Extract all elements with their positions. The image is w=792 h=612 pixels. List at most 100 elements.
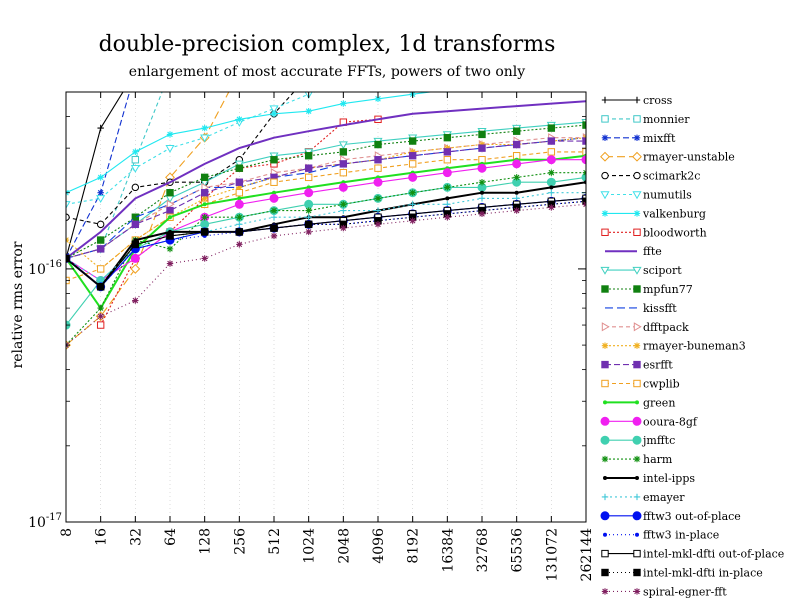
series-line — [66, 92, 124, 259]
data-point — [512, 159, 522, 169]
data-point — [547, 124, 556, 132]
data-point — [168, 215, 172, 220]
data-point — [408, 152, 417, 160]
legend-label: ffte — [643, 245, 662, 258]
x-tick-label: 16 — [94, 528, 110, 546]
data-point — [131, 220, 140, 229]
series-mixfft — [66, 92, 131, 262]
series-intel-mkl-dfti-in-place — [66, 197, 586, 291]
data-point — [130, 253, 140, 263]
data-point — [236, 116, 243, 123]
data-point — [304, 173, 313, 182]
legend-item: ooura-8gf — [600, 415, 698, 428]
series-numutils — [66, 92, 317, 209]
legend-marker — [632, 435, 642, 445]
data-point — [409, 189, 416, 196]
data-point — [374, 207, 382, 214]
data-point — [130, 164, 140, 173]
legend-marker — [633, 228, 641, 237]
data-point — [442, 168, 452, 178]
legend-marker — [633, 210, 641, 217]
legend-marker — [633, 455, 641, 463]
legend-label: harm — [643, 453, 673, 466]
data-point — [513, 207, 520, 214]
data-point — [269, 193, 279, 203]
data-point — [200, 228, 209, 236]
data-point — [339, 168, 348, 177]
series-line — [66, 181, 586, 289]
data-point — [166, 232, 174, 240]
legend-marker — [632, 266, 642, 275]
legend-label: green — [643, 396, 675, 409]
x-tick-label: 1024 — [302, 528, 318, 564]
data-point — [444, 144, 451, 152]
series-line — [66, 137, 586, 259]
legend-marker — [601, 210, 609, 217]
legend-label: mixfft — [643, 132, 676, 145]
legend-item: mixfft — [601, 132, 676, 145]
data-point — [583, 71, 589, 77]
legend-label: esrfft — [643, 359, 673, 372]
series-valkenburg — [66, 71, 589, 196]
legend-marker — [635, 400, 639, 405]
data-point — [374, 195, 382, 202]
data-point — [270, 156, 278, 164]
legend-item: numutils — [600, 189, 692, 202]
series-mpfun77 — [66, 121, 586, 263]
data-point — [581, 155, 586, 165]
data-point — [66, 213, 70, 221]
data-point — [201, 124, 208, 132]
legend-label: sciport — [643, 264, 682, 277]
data-point — [304, 188, 314, 198]
series-line — [66, 200, 586, 288]
legend-marker — [601, 171, 609, 180]
legend-item: cwplib — [601, 378, 680, 391]
data-point — [549, 185, 554, 190]
data-point — [445, 196, 450, 201]
x-tick-label: 32 — [128, 528, 144, 546]
legend-marker — [633, 342, 641, 349]
legend-marker — [633, 379, 641, 388]
data-point — [340, 201, 347, 208]
series-line — [66, 154, 586, 310]
legend-marker — [632, 151, 642, 162]
legend-label: monnier — [643, 113, 690, 126]
legend-item: mpfun77 — [601, 283, 693, 296]
y-tick-label: 10-16 — [28, 259, 62, 278]
data-point — [444, 214, 451, 221]
legend-marker — [603, 532, 607, 537]
data-point — [131, 183, 140, 192]
x-tick-label: 8 — [59, 528, 75, 537]
data-point — [477, 163, 487, 173]
data-point — [548, 204, 555, 211]
legend-marker — [601, 228, 609, 237]
legend-item: ffte — [605, 245, 662, 258]
data-point — [166, 206, 174, 215]
data-point — [270, 214, 278, 221]
legend-item: cross — [601, 94, 673, 107]
legend-marker — [633, 115, 641, 123]
legend-marker — [603, 476, 607, 480]
legend-marker — [633, 322, 642, 332]
data-point — [480, 190, 484, 195]
data-point — [132, 297, 139, 304]
data-point — [478, 195, 486, 202]
series-intel-mkl-dfti-out-of-place — [66, 194, 586, 291]
legend-label: mpfun77 — [643, 283, 693, 296]
data-point — [236, 241, 243, 248]
data-point — [547, 137, 556, 145]
data-point — [66, 254, 70, 263]
data-point — [201, 195, 208, 202]
data-point — [478, 179, 486, 186]
data-point — [97, 313, 104, 320]
data-point — [96, 321, 105, 329]
series-line — [66, 124, 586, 259]
data-point — [270, 178, 278, 186]
legend-marker — [601, 285, 609, 293]
data-point — [548, 74, 554, 80]
data-point — [581, 172, 586, 182]
data-point — [236, 221, 243, 228]
data-point — [96, 236, 105, 244]
data-point — [130, 263, 141, 274]
x-tick-label: 131072 — [544, 528, 560, 581]
